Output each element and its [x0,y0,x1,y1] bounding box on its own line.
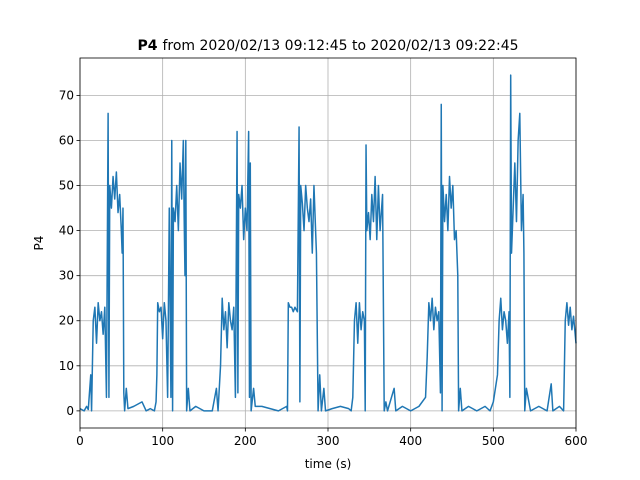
x-tick-label: 600 [565,434,588,448]
x-tick-label: 100 [151,434,174,448]
y-tick-label: 40 [59,224,74,238]
y-tick-label: 70 [59,88,74,102]
x-axis-label: time (s) [305,457,352,471]
x-tick-label: 200 [234,434,257,448]
y-tick-label: 0 [66,404,74,418]
x-tick-label: 500 [482,434,505,448]
x-tick-label: 0 [76,434,84,448]
chart-title: P4 from 2020/02/13 09:12:45 to 2020/02/13… [137,38,518,54]
plot-frame [79,57,577,429]
y-axis-label: P4 [32,236,46,251]
title-bold: P4 [137,38,157,54]
y-tick-label: 10 [59,359,74,373]
y-tick-label: 50 [59,179,74,193]
y-tick-label: 30 [59,269,74,283]
x-tick-label: 400 [399,434,422,448]
y-tick-label: 20 [59,314,74,328]
x-tick-label: 300 [317,434,340,448]
data-line [79,74,577,412]
y-tick-label: 60 [59,133,74,147]
title-rest: from 2020/02/13 09:12:45 to 2020/02/13 0… [162,38,518,54]
